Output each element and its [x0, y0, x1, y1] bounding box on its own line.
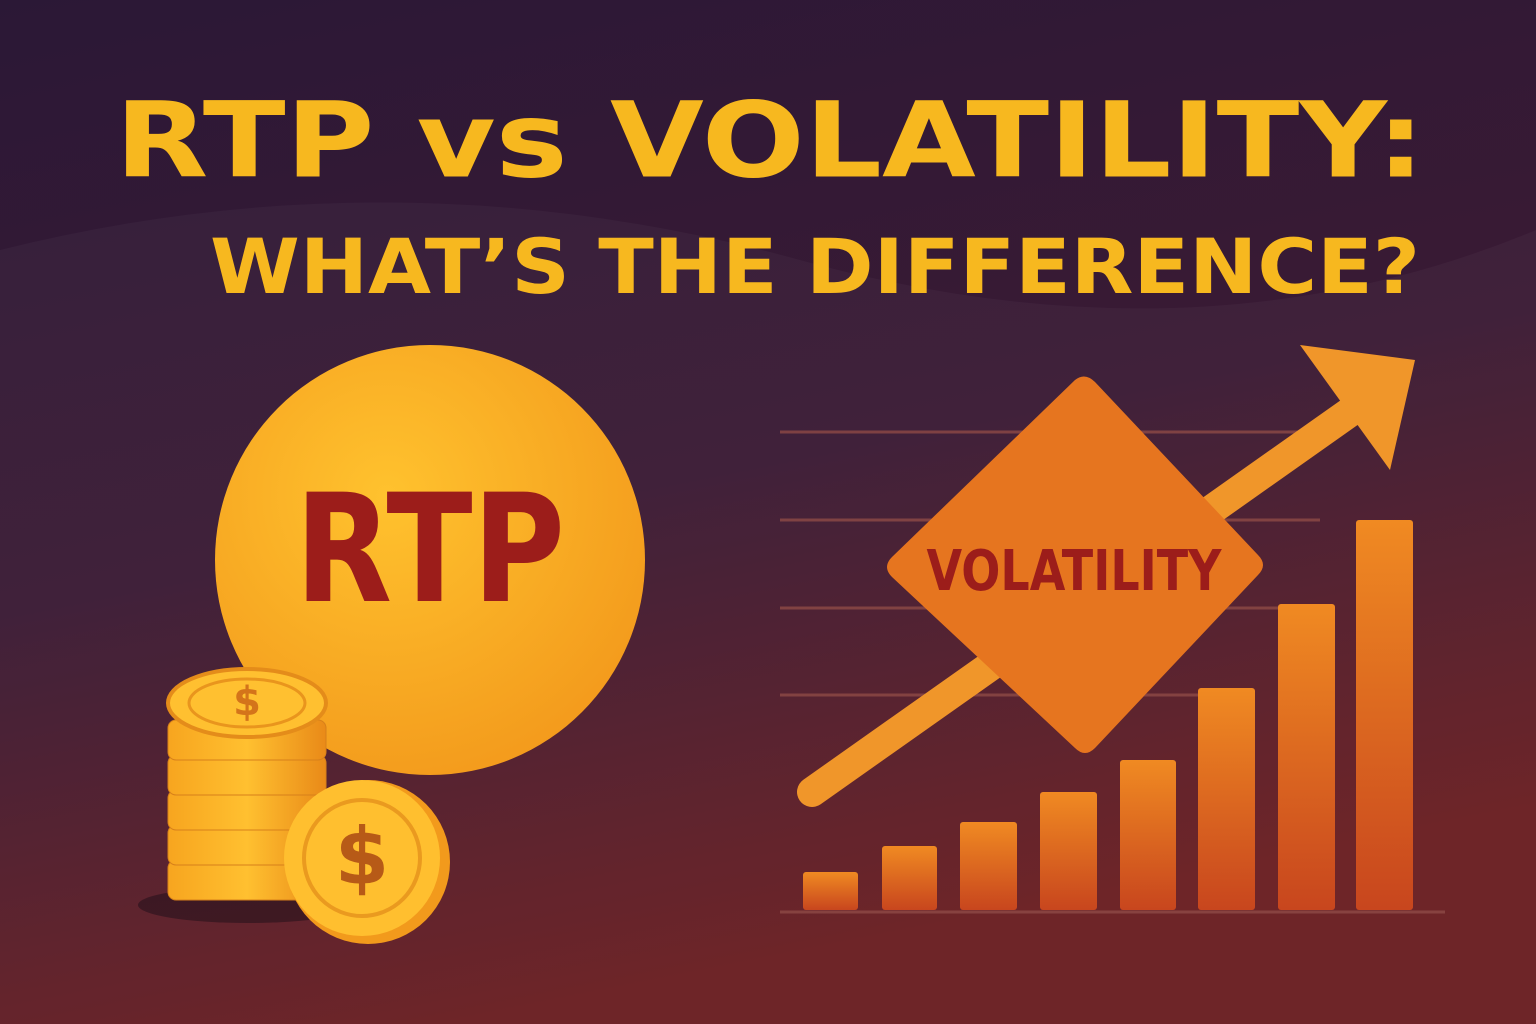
volatility-diamond — [887, 376, 1263, 753]
coin-symbol: $ — [233, 679, 261, 725]
coin-symbol: $ — [335, 812, 389, 902]
volatility-label: VOLATILITY — [927, 539, 1223, 604]
title-line-1: RTP vs VOLATILITY: — [115, 79, 1425, 201]
rtp-circle — [215, 345, 645, 775]
front-coin-face — [284, 780, 440, 936]
bars — [803, 520, 1413, 910]
front-coin-rim — [302, 798, 422, 918]
rtp-label: RTP — [295, 463, 565, 637]
title-line-2: WHAT’S THE DIFFERENCE? — [210, 222, 1420, 311]
